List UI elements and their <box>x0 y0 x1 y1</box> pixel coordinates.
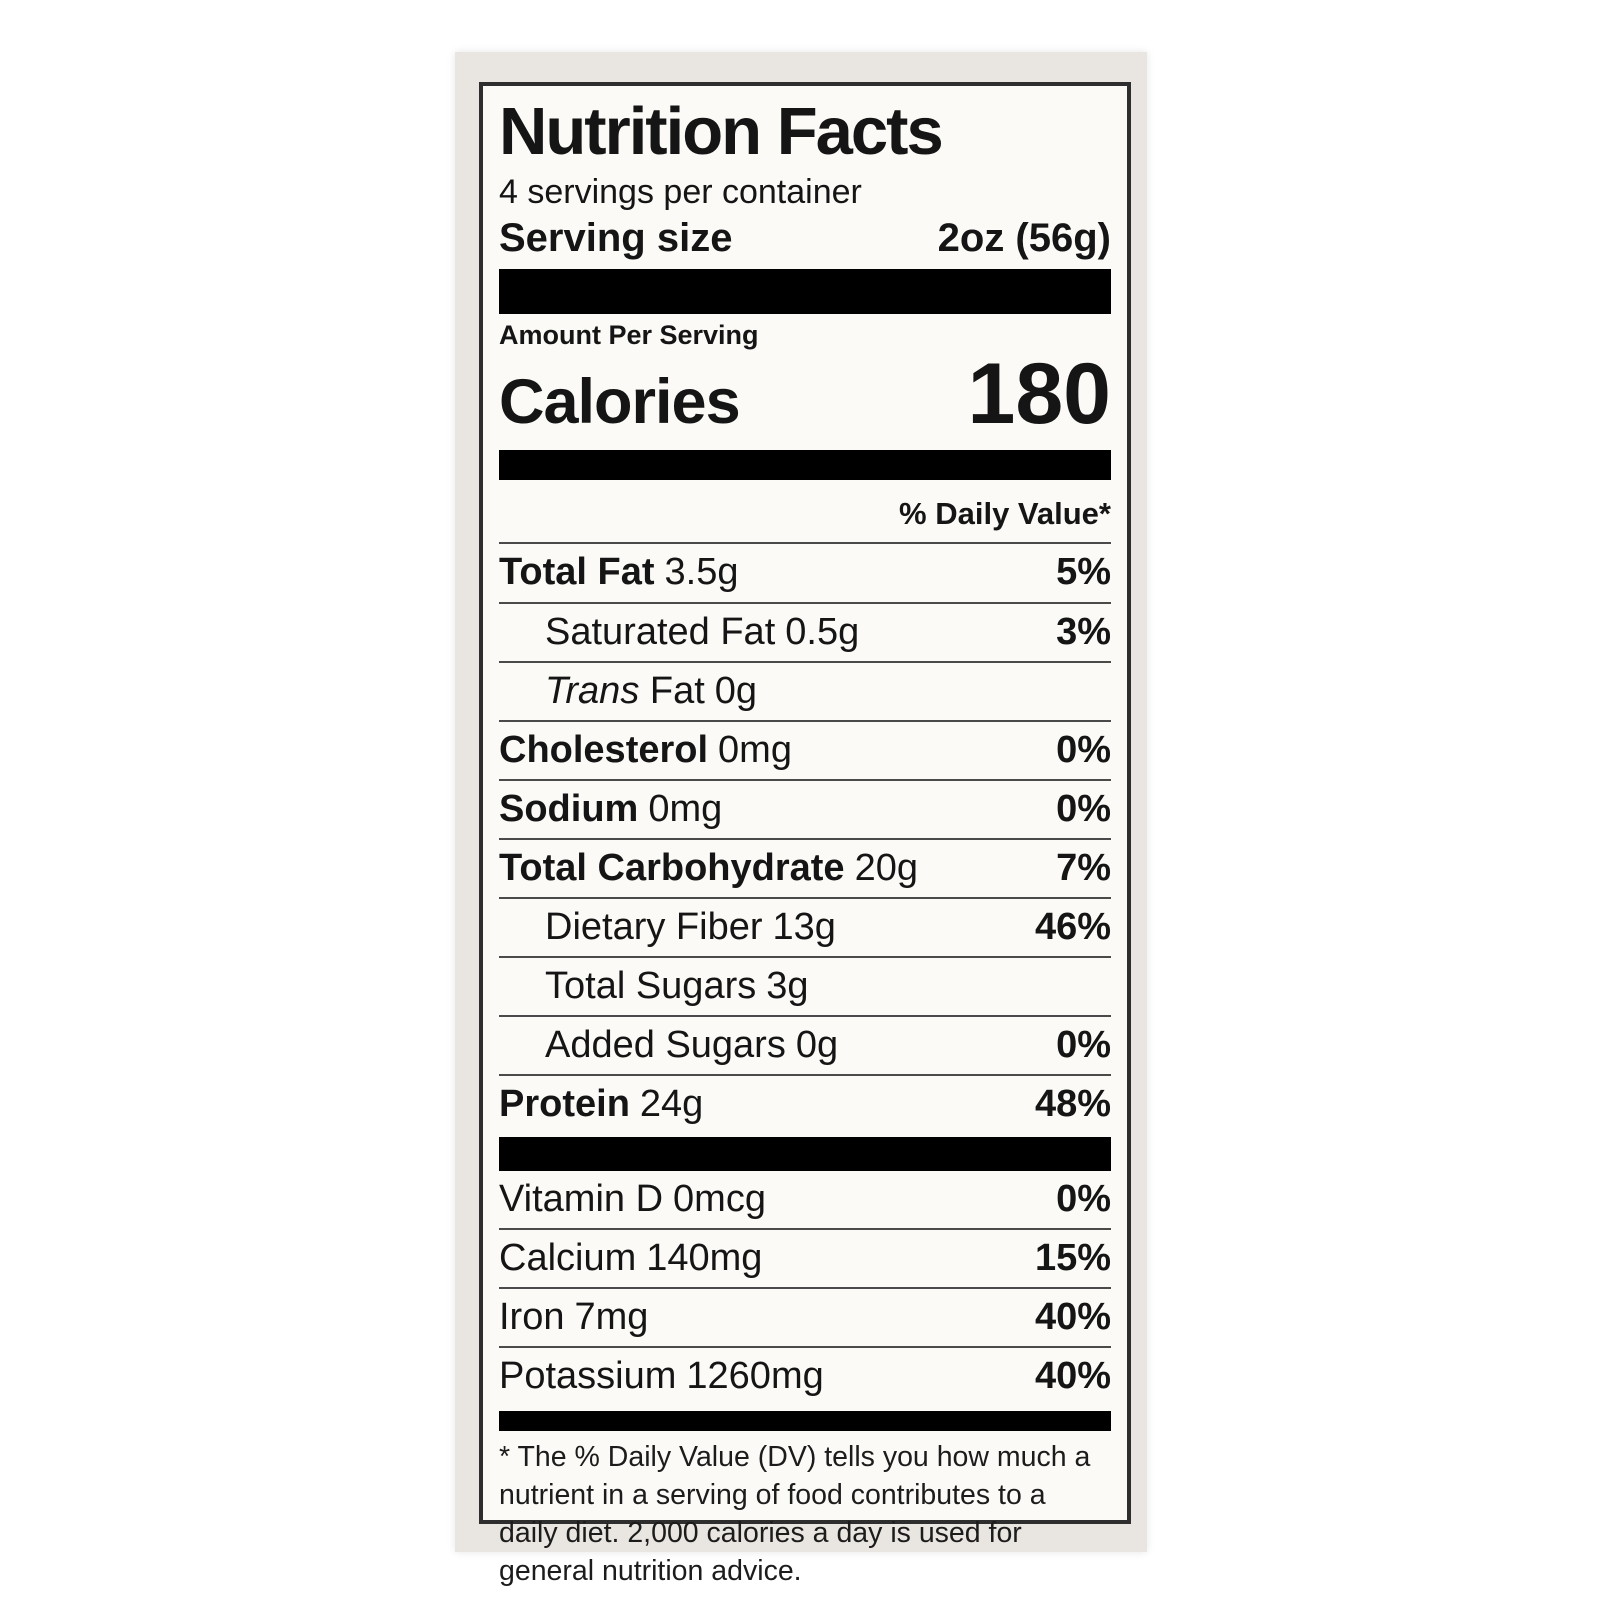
label-sticker: Nutrition Facts 4 servings per container… <box>455 52 1147 1587</box>
calories-value: 180 <box>967 346 1112 443</box>
amount-per-serving-label: Amount Per Serving <box>499 320 759 351</box>
micronutrient-table: Vitamin D 0mcg 0% Calcium 140mg 15% Iron 7m… <box>499 1171 1111 1405</box>
servings-per-container: 4 servings per container <box>499 173 862 212</box>
serving-size-value: 2oz (56g) <box>937 216 1111 261</box>
medium-divider-bar <box>499 1136 1111 1171</box>
thin-divider-bar <box>499 1410 1111 1431</box>
dv-value: 0% <box>1056 1177 1111 1220</box>
dv-value: 46% <box>1034 905 1111 948</box>
nutrient-row-total-sugars: Total Sugars 3g <box>499 955 1111 1015</box>
nutrient-row-protein: Protein 24g 48% <box>499 1073 1111 1133</box>
nutrient-row-iron: Iron 7mg 40% <box>499 1286 1111 1346</box>
nutrient-row-vitamin-d: Vitamin D 0mcg 0% <box>499 1177 1111 1220</box>
serving-size-row: Serving size 2oz (56g) <box>499 217 1111 259</box>
nutrient-table: Total Fat 3.5g 5% Saturated Fat 0.5g 3% Tr… <box>499 542 1111 1132</box>
nutrition-facts-title: Nutrition Facts <box>499 94 944 169</box>
daily-value-header: % Daily Value* <box>899 496 1111 532</box>
dv-value: 15% <box>1034 1236 1111 1279</box>
dv-value: 3% <box>1056 610 1111 653</box>
nutrient-row-potassium: Potassium 1260mg 40% <box>499 1345 1111 1405</box>
nutrient-row-total-carbohydrate: Total Carbohydrate 20g 7% <box>499 837 1111 897</box>
nutrient-row-calcium: Calcium 140mg 15% <box>499 1227 1111 1287</box>
nutrient-row-total-fat: Total Fat 3.5g 5% <box>499 542 1111 601</box>
nutrient-row-saturated-fat: Saturated Fat 0.5g 3% <box>499 601 1111 661</box>
nutrient-row-dietary-fiber: Dietary Fiber 13g 46% <box>499 896 1111 956</box>
dv-value: 0% <box>1056 1023 1111 1066</box>
thick-divider-bar <box>499 269 1111 315</box>
nutrient-row-trans-fat: Trans Fat 0g <box>499 660 1111 720</box>
calories-label: Calories <box>499 367 741 438</box>
daily-value-footnote: * The % Daily Value (DV) tells you how m… <box>499 1440 1091 1587</box>
dv-value: 48% <box>1034 1082 1111 1125</box>
dv-value: 0% <box>1056 728 1111 771</box>
nutrient-row-sodium: Sodium 0mg 0% <box>499 778 1111 838</box>
dv-value: 0% <box>1056 787 1111 830</box>
dv-value: 5% <box>1056 551 1111 594</box>
nutrient-row-added-sugars: Added Sugars 0g 0% <box>499 1014 1111 1074</box>
dv-value: 40% <box>1034 1354 1111 1397</box>
medium-divider-bar <box>499 450 1111 481</box>
serving-size-label: Serving size <box>499 216 733 261</box>
dv-value: 40% <box>1034 1295 1111 1338</box>
calories-row: Calories 180 <box>499 351 1111 438</box>
nutrient-row-cholesterol: Cholesterol 0mg 0% <box>499 719 1111 779</box>
dv-value: 7% <box>1056 846 1111 889</box>
nutrition-facts-panel: Nutrition Facts 4 servings per container… <box>479 82 1131 1587</box>
